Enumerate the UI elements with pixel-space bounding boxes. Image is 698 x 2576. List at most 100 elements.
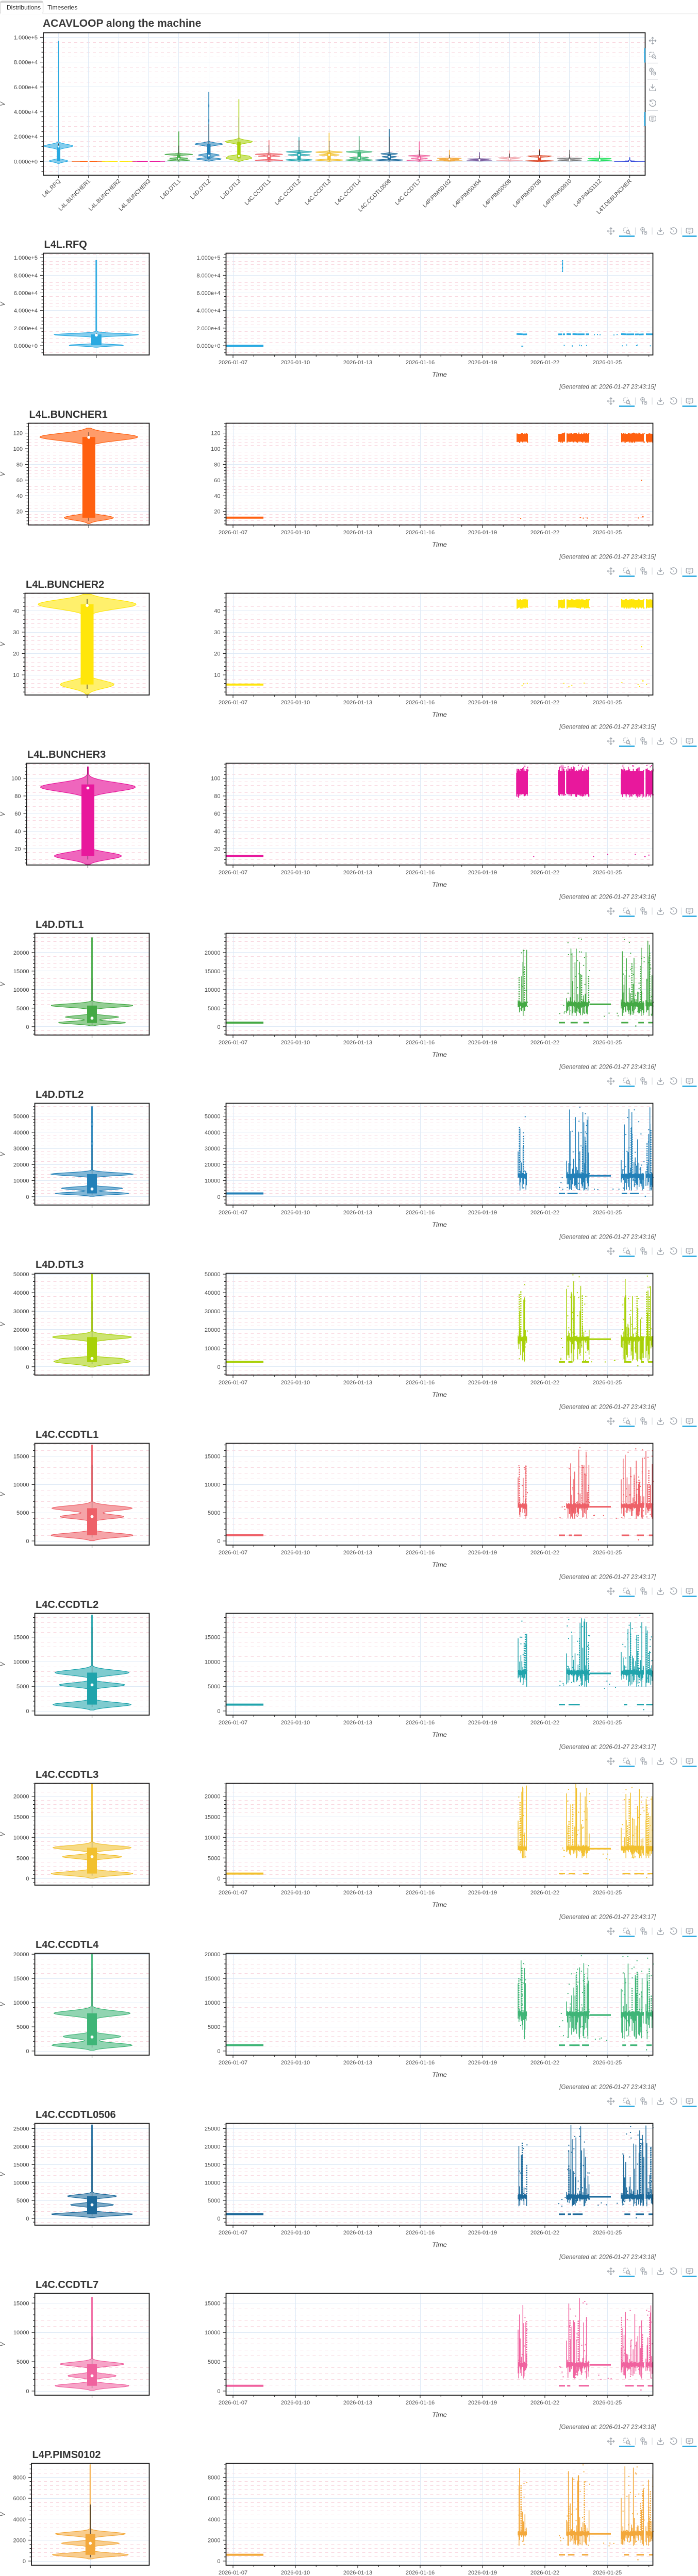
svg-text:6000: 6000 xyxy=(208,2496,220,2502)
svg-text:15000: 15000 xyxy=(205,1814,221,1820)
svg-text:4.000e+4: 4.000e+4 xyxy=(196,308,220,314)
svg-text:20000: 20000 xyxy=(205,1162,221,1168)
svg-text:50000: 50000 xyxy=(205,1114,221,1120)
svg-text:2026-01-22: 2026-01-22 xyxy=(530,1210,559,1216)
svg-text:2026-01-13: 2026-01-13 xyxy=(343,2230,372,2236)
svg-text:V: V xyxy=(0,981,6,986)
svg-text:2026-01-13: 2026-01-13 xyxy=(343,1040,372,1046)
svg-text:Time: Time xyxy=(432,2071,447,2079)
svg-text:2026-01-25: 2026-01-25 xyxy=(593,2570,622,2576)
svg-text:2026-01-10: 2026-01-10 xyxy=(281,1210,310,1216)
svg-text:30000: 30000 xyxy=(205,1146,221,1152)
svg-text:20000: 20000 xyxy=(205,1952,221,1958)
svg-text:2026-01-07: 2026-01-07 xyxy=(219,2400,247,2406)
svg-text:10000: 10000 xyxy=(13,1346,29,1352)
svg-text:L4C.CCDTL4: L4C.CCDTL4 xyxy=(36,1939,99,1951)
svg-text:1.000e+5: 1.000e+5 xyxy=(14,255,38,261)
svg-text:40000: 40000 xyxy=(13,1130,29,1136)
svg-text:2026-01-16: 2026-01-16 xyxy=(406,1550,435,1556)
svg-text:20000: 20000 xyxy=(13,1794,29,1800)
svg-text:2026-01-22: 2026-01-22 xyxy=(530,870,559,876)
svg-text:Time: Time xyxy=(432,2411,447,2419)
svg-text:[Generated at: 2026-01-27 23:4: [Generated at: 2026-01-27 23:43:16] xyxy=(559,1404,656,1411)
svg-text:2026-01-19: 2026-01-19 xyxy=(468,2230,497,2236)
svg-text:10000: 10000 xyxy=(13,1482,29,1488)
svg-text:[Generated at: 2026-01-27 23:4: [Generated at: 2026-01-27 23:43:15] xyxy=(559,384,656,391)
svg-text:2026-01-22: 2026-01-22 xyxy=(530,2400,559,2406)
svg-text:5000: 5000 xyxy=(208,1855,220,1861)
svg-text:Time: Time xyxy=(432,541,447,549)
svg-text:2026-01-07: 2026-01-07 xyxy=(219,1380,247,1386)
svg-text:15000: 15000 xyxy=(13,1454,29,1460)
svg-text:10000: 10000 xyxy=(205,2330,221,2336)
svg-text:2026-01-10: 2026-01-10 xyxy=(281,1040,310,1046)
svg-text:L4C.CCDTL1: L4C.CCDTL1 xyxy=(36,1429,98,1440)
svg-text:2026-01-19: 2026-01-19 xyxy=(468,1550,497,1556)
svg-text:2026-01-22: 2026-01-22 xyxy=(530,1040,559,1046)
svg-text:0.000e+0: 0.000e+0 xyxy=(196,343,220,349)
svg-text:2026-01-25: 2026-01-25 xyxy=(593,700,622,706)
svg-text:2026-01-22: 2026-01-22 xyxy=(530,2570,559,2576)
svg-text:2026-01-10: 2026-01-10 xyxy=(281,1550,310,1556)
svg-text:Time: Time xyxy=(432,1051,447,1059)
svg-text:[Generated at: 2026-01-27 23:4: [Generated at: 2026-01-27 23:43:16] xyxy=(559,1234,656,1241)
svg-text:80: 80 xyxy=(14,793,21,800)
svg-text:0: 0 xyxy=(26,1876,29,1882)
svg-text:L4L.BUNCHER3: L4L.BUNCHER3 xyxy=(27,749,106,760)
svg-text:10000: 10000 xyxy=(205,1659,221,1666)
svg-text:10000: 10000 xyxy=(13,2000,29,2006)
svg-text:1.000e+5: 1.000e+5 xyxy=(14,35,38,41)
svg-text:60: 60 xyxy=(14,811,21,817)
svg-text:2026-01-19: 2026-01-19 xyxy=(468,700,497,706)
svg-text:[Generated at: 2026-01-27 23:4: [Generated at: 2026-01-27 23:43:17] xyxy=(559,1914,656,1921)
svg-text:30: 30 xyxy=(13,630,19,636)
svg-text:60: 60 xyxy=(16,478,23,484)
svg-text:[Generated at: 2026-01-27 23:4: [Generated at: 2026-01-27 23:43:18] xyxy=(559,2255,656,2261)
svg-text:20000: 20000 xyxy=(13,2144,29,2150)
svg-text:40: 40 xyxy=(214,493,220,499)
svg-text:[Generated at: 2026-01-27 23:4: [Generated at: 2026-01-27 23:43:15] xyxy=(559,554,656,561)
svg-text:2026-01-25: 2026-01-25 xyxy=(593,870,622,876)
svg-text:8000: 8000 xyxy=(13,2475,26,2481)
svg-text:Time: Time xyxy=(432,1221,447,1229)
svg-text:[Generated at: 2026-01-27 23:4: [Generated at: 2026-01-27 23:43:16] xyxy=(559,894,656,901)
svg-text:5000: 5000 xyxy=(16,2198,29,2204)
svg-text:5000: 5000 xyxy=(208,2024,220,2030)
svg-text:100: 100 xyxy=(11,776,21,782)
svg-text:L4C.CCDTL0506: L4C.CCDTL0506 xyxy=(36,2109,116,2121)
svg-text:15000: 15000 xyxy=(13,2300,29,2307)
svg-text:L4L.RFQ: L4L.RFQ xyxy=(44,239,87,250)
svg-text:5000: 5000 xyxy=(16,1855,29,1861)
svg-text:30000: 30000 xyxy=(205,1309,221,1315)
svg-text:2026-01-25: 2026-01-25 xyxy=(593,1380,622,1386)
svg-text:20000: 20000 xyxy=(205,2144,221,2150)
svg-text:5000: 5000 xyxy=(208,1684,220,1690)
svg-text:0.000e+0: 0.000e+0 xyxy=(14,343,38,349)
svg-text:6.000e+4: 6.000e+4 xyxy=(14,84,38,91)
svg-text:10: 10 xyxy=(13,672,19,679)
svg-text:20: 20 xyxy=(214,846,220,853)
svg-text:100: 100 xyxy=(211,776,220,782)
svg-text:0: 0 xyxy=(26,1024,29,1030)
svg-text:V: V xyxy=(0,301,6,306)
svg-text:L4P.PIMS0102: L4P.PIMS0102 xyxy=(32,2449,101,2461)
svg-text:0: 0 xyxy=(26,2048,29,2055)
svg-text:V: V xyxy=(0,471,6,476)
svg-text:2026-01-19: 2026-01-19 xyxy=(468,2570,497,2576)
svg-text:2026-01-19: 2026-01-19 xyxy=(468,1380,497,1386)
svg-text:Timeseries: Timeseries xyxy=(47,4,77,11)
svg-text:2026-01-13: 2026-01-13 xyxy=(343,2570,372,2576)
svg-text:15000: 15000 xyxy=(205,2162,221,2168)
svg-text:2026-01-19: 2026-01-19 xyxy=(468,2400,497,2406)
svg-text:V: V xyxy=(0,1321,6,1326)
svg-text:2026-01-13: 2026-01-13 xyxy=(343,360,372,366)
svg-text:2000: 2000 xyxy=(13,2537,26,2544)
svg-text:4000: 4000 xyxy=(208,2517,220,2523)
svg-text:40: 40 xyxy=(16,493,23,499)
svg-text:2026-01-22: 2026-01-22 xyxy=(530,1720,559,1726)
svg-text:100: 100 xyxy=(211,446,220,452)
svg-text:120: 120 xyxy=(13,431,23,437)
svg-text:2026-01-07: 2026-01-07 xyxy=(219,2230,247,2236)
svg-text:5000: 5000 xyxy=(208,2198,220,2204)
svg-text:10000: 10000 xyxy=(205,1482,221,1488)
